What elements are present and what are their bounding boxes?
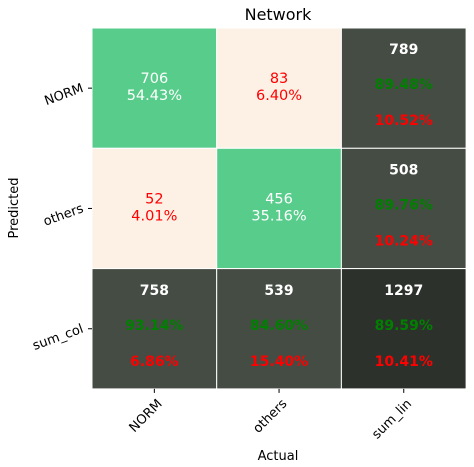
cell-percent-label: 6.40% <box>256 88 302 104</box>
y-tick-label: others <box>42 201 86 229</box>
cell-error-percent-label: 10.52% <box>375 113 433 129</box>
cell-count-label: 706 <box>141 71 169 87</box>
y-axis-label: Predicted <box>7 177 22 238</box>
heatmap-cell <box>91 147 218 270</box>
cell-percent-label: 54.43% <box>127 88 182 104</box>
y-tick-label: NORM <box>43 81 86 109</box>
cell-count-label: 508 <box>389 162 418 178</box>
cell-error-percent-label: 10.24% <box>375 233 433 249</box>
cell-correct-percent-label: 89.48% <box>375 77 433 93</box>
heatmap-cell <box>340 147 467 270</box>
cell-correct-percent-label: 89.59% <box>375 318 433 334</box>
x-tick-label: NORM <box>127 397 166 436</box>
cell-correct-percent-label: 93.14% <box>125 318 183 334</box>
chart-title: Network <box>245 5 313 24</box>
cell-count-label: 456 <box>265 191 293 207</box>
x-tick-label: others <box>250 396 290 436</box>
heatmap-cell <box>91 27 218 149</box>
cell-count-label: 758 <box>140 283 169 299</box>
cell-count-label: 83 <box>270 71 288 87</box>
cell-count-label: 539 <box>264 283 293 299</box>
heatmap-cell <box>216 268 342 390</box>
cell-error-percent-label: 15.40% <box>250 354 308 370</box>
cell-error-percent-label: 6.86% <box>130 354 179 370</box>
x-tick-label: sum_lin <box>369 397 415 443</box>
heatmap-cell <box>340 27 467 149</box>
cell-percent-label: 4.01% <box>131 208 177 224</box>
cell-count-label: 789 <box>389 42 418 58</box>
cell-count-label: 52 <box>145 191 163 207</box>
cell-correct-percent-label: 89.76% <box>375 197 433 213</box>
heatmap-cell <box>216 147 342 270</box>
y-tick-group: NORM others sum_col <box>31 81 92 354</box>
x-axis-label: Actual <box>258 449 299 464</box>
cell-correct-percent-label: 84.60% <box>250 318 308 334</box>
cell-count-label: 1297 <box>384 283 423 299</box>
cell-percent-label: 35.16% <box>251 208 306 224</box>
heatmap-cell <box>216 27 342 149</box>
x-tick-group: NORM others sum_lin <box>127 388 415 443</box>
y-tick-label: sum_col <box>31 322 86 354</box>
cell-error-percent-label: 10.41% <box>375 354 433 370</box>
